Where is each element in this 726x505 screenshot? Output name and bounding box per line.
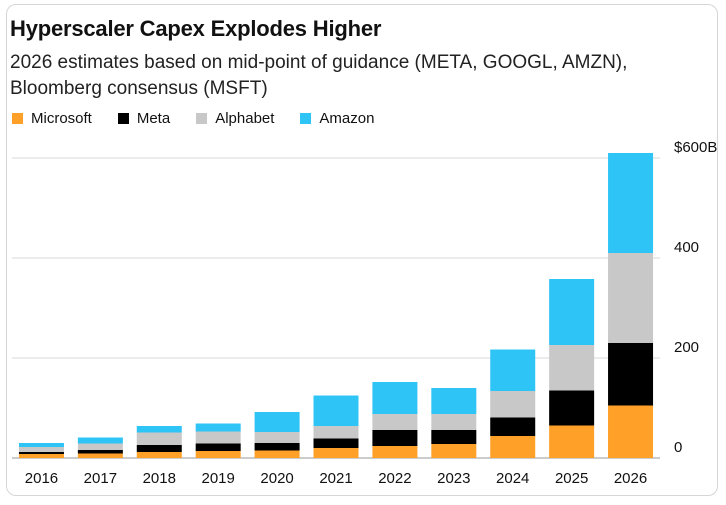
- bar-microsoft-2022: [372, 446, 418, 458]
- bar-microsoft-2018: [136, 452, 182, 458]
- x-tick-label-2020: 2020: [260, 470, 293, 487]
- x-tick-label-2026: 2026: [614, 470, 647, 487]
- bar-amazon-2016: [18, 443, 64, 447]
- legend-item-microsoft: Microsoft: [12, 110, 92, 127]
- bar-amazon-2017: [77, 437, 123, 444]
- bar-meta-2024: [490, 417, 536, 436]
- bar-meta-2020: [254, 443, 300, 451]
- y-tick-label-400: 400: [674, 239, 699, 256]
- y-tick-label-600: $600B: [674, 139, 717, 156]
- x-tick-label-2025: 2025: [555, 470, 588, 487]
- bar-meta-2023: [431, 430, 477, 444]
- bar-meta-2022: [372, 430, 418, 446]
- chart-title: Hyperscaler Capex Explodes Higher: [10, 16, 382, 41]
- bar-amazon-2020: [254, 412, 300, 432]
- legend: Microsoft Meta Alphabet Amazon: [12, 110, 400, 127]
- bar-alphabet-2022: [372, 414, 418, 430]
- bar-amazon-2021: [313, 395, 359, 426]
- bar-meta-2019: [195, 443, 241, 451]
- x-tick-label-2016: 2016: [25, 470, 58, 487]
- chart-card: [6, 4, 718, 496]
- bar-microsoft-2020: [254, 450, 300, 458]
- bar-alphabet-2024: [490, 391, 536, 418]
- bar-microsoft-2021: [313, 448, 359, 458]
- bar-amazon-2024: [490, 349, 536, 391]
- bar-amazon-2019: [195, 423, 241, 432]
- bar-amazon-2018: [136, 426, 182, 433]
- bar-microsoft-2016: [18, 454, 64, 458]
- legend-label-meta: Meta: [136, 110, 171, 127]
- bar-meta-2026: [608, 343, 654, 406]
- y-tick-label-200: 200: [674, 339, 699, 356]
- legend-swatch-alphabet: [196, 113, 208, 124]
- bar-meta-2021: [313, 438, 359, 448]
- y-tick-label-0: 0: [674, 439, 682, 456]
- legend-label-amazon: Amazon: [319, 110, 375, 127]
- bar-alphabet-2020: [254, 432, 300, 443]
- x-tick-label-2023: 2023: [437, 470, 470, 487]
- bar-microsoft-2019: [195, 451, 241, 458]
- legend-label-microsoft: Microsoft: [31, 110, 92, 127]
- legend-item-meta: Meta: [117, 110, 171, 127]
- x-tick-label-2019: 2019: [201, 470, 234, 487]
- legend-item-alphabet: Alphabet: [196, 110, 274, 127]
- chart-subtitle: 2026 estimates based on mid-point of gui…: [10, 52, 628, 99]
- bar-alphabet-2026: [608, 253, 654, 343]
- bar-microsoft-2017: [77, 453, 123, 458]
- bar-meta-2025: [549, 390, 595, 426]
- legend-swatch-microsoft: [12, 113, 23, 124]
- bar-meta-2016: [18, 452, 64, 454]
- bar-amazon-2023: [431, 388, 477, 414]
- bar-alphabet-2021: [313, 426, 359, 439]
- bar-microsoft-2024: [490, 436, 536, 458]
- bar-alphabet-2025: [549, 345, 595, 391]
- legend-item-amazon: Amazon: [300, 110, 374, 127]
- bar-amazon-2022: [372, 382, 418, 414]
- x-tick-label-2024: 2024: [496, 470, 529, 487]
- bar-amazon-2026: [608, 153, 654, 253]
- x-tick-label-2018: 2018: [143, 470, 176, 487]
- bar-microsoft-2026: [608, 405, 654, 458]
- bar-microsoft-2025: [549, 425, 595, 458]
- legend-label-alphabet: Alphabet: [215, 110, 275, 127]
- bar-amazon-2025: [549, 279, 595, 345]
- bar-meta-2018: [136, 445, 182, 452]
- x-tick-label-2021: 2021: [319, 470, 352, 487]
- bar-meta-2017: [77, 450, 123, 454]
- bar-alphabet-2019: [195, 431, 241, 444]
- bar-alphabet-2018: [136, 432, 182, 445]
- bar-alphabet-2017: [77, 443, 123, 450]
- bar-alphabet-2016: [18, 447, 64, 452]
- bar-alphabet-2023: [431, 414, 477, 430]
- x-tick-label-2017: 2017: [84, 470, 117, 487]
- legend-swatch-meta: [117, 113, 129, 124]
- legend-swatch-amazon: [300, 113, 312, 124]
- bar-microsoft-2023: [431, 444, 477, 458]
- x-tick-label-2022: 2022: [378, 470, 411, 487]
